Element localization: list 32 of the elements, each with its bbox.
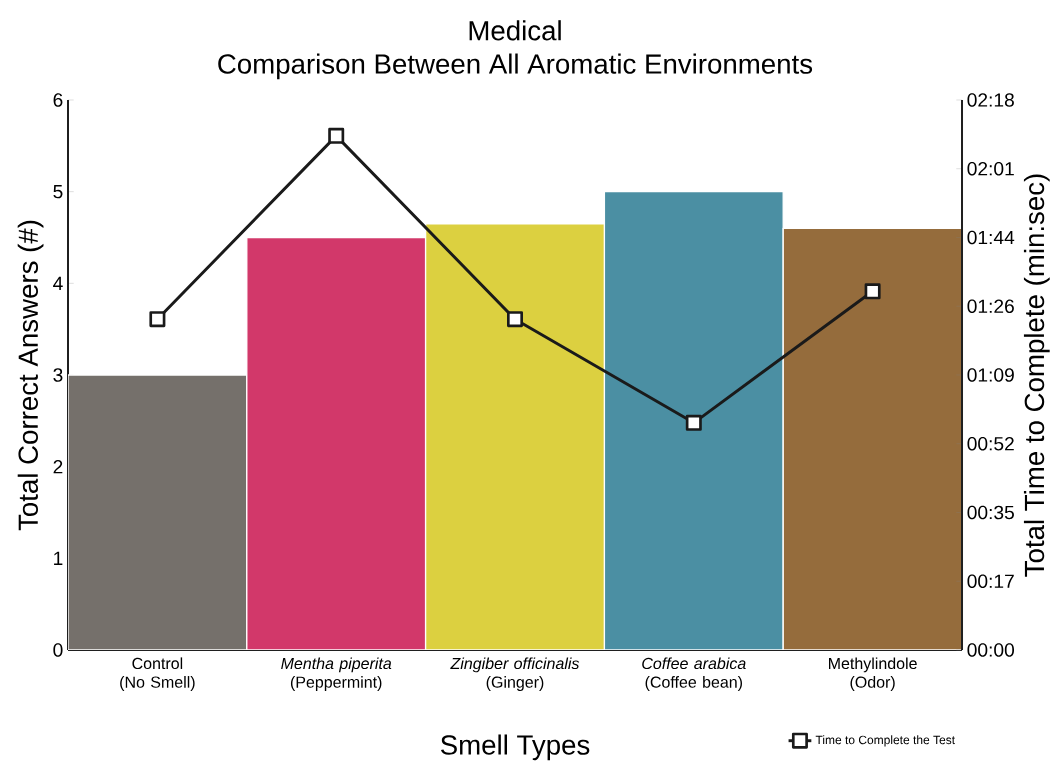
x-axis-title: Smell Types: [440, 734, 590, 761]
y-tick-label: 3: [53, 368, 63, 382]
chart-title: Medical: [469, 20, 561, 41]
y-tick-label: 1: [54, 551, 63, 565]
point: [864, 283, 881, 300]
y-tick-label: 4: [53, 276, 63, 290]
y2-tick-label: 02:18: [967, 93, 1014, 107]
x-tick-label: Zingiber officinalis (Ginger): [450, 657, 580, 691]
point: [328, 127, 345, 144]
y2-tick-label: 01:26: [967, 299, 1014, 314]
point: [149, 311, 166, 328]
chart-subtitle: Comparison Between All Aromatic Environments: [218, 53, 813, 80]
x-tick-label: Methylindole (Odor): [829, 657, 917, 691]
y2-tick-label: 00:17: [967, 574, 1014, 589]
y-tick-label: 2: [53, 459, 63, 474]
y2-tick-label: 01:09: [967, 368, 1014, 382]
x-tick-label: Control (No Smell): [120, 657, 195, 691]
legend-label: Time to Complete the Test: [815, 735, 955, 747]
y2-tick-label: 02:01: [967, 161, 1014, 176]
point: [685, 414, 702, 431]
y-axis-title: Total Correct Answers (#): [17, 220, 44, 531]
point: [507, 311, 524, 328]
x-tick-label: Coffee arabica (Coffee bean): [642, 657, 746, 691]
x-tick-label: Mentha piperita (Peppermint): [281, 657, 392, 691]
y-tick-label: 0: [53, 643, 63, 657]
y2-axis-title: Total Time to Complete (min:sec): [1023, 174, 1050, 577]
y2-tick-label: 00:52: [967, 436, 1014, 451]
y-tick-label: 5: [53, 184, 63, 199]
y2-tick-label: 00:00: [967, 643, 1015, 657]
y2-tick-label: 01:44: [967, 230, 1015, 245]
y2-tick-label: 00:35: [967, 505, 1014, 520]
y-tick-label: 6: [53, 93, 63, 107]
